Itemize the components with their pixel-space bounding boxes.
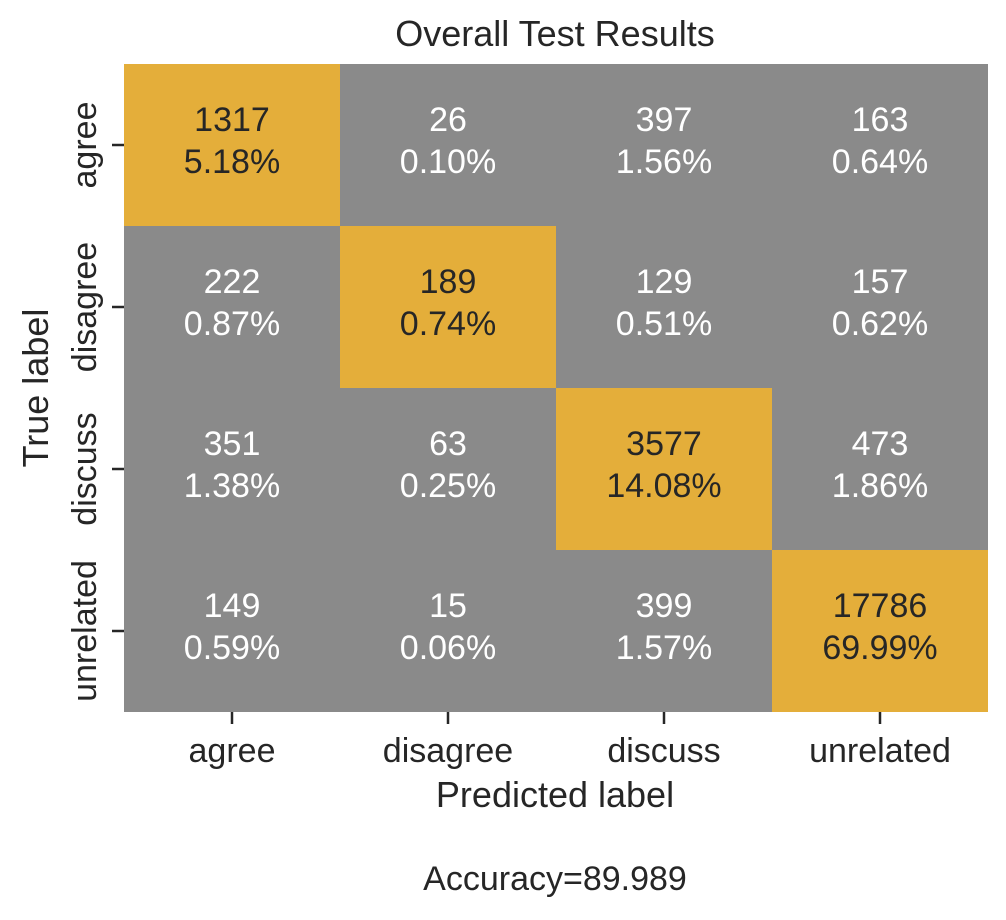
y-axis-ticks: agree disagree discuss unrelated bbox=[66, 102, 124, 702]
cell-count-label: 15 bbox=[429, 587, 467, 625]
y-tick-label: disagree bbox=[66, 242, 104, 372]
cell-percent-label: 1.56% bbox=[616, 143, 712, 181]
cell-percent-label: 0.74% bbox=[400, 305, 496, 343]
cell-count-label: 149 bbox=[204, 587, 261, 625]
cell-count-label: 17786 bbox=[833, 587, 928, 625]
cell-count-label: 351 bbox=[204, 425, 261, 463]
heatmap-cell bbox=[340, 550, 556, 712]
y-tick-label: unrelated bbox=[66, 560, 104, 702]
cell-percent-label: 1.86% bbox=[832, 467, 928, 505]
cell-percent-label: 1.38% bbox=[184, 467, 280, 505]
cell-count-label: 1317 bbox=[194, 101, 270, 139]
heatmap-cell bbox=[772, 226, 988, 388]
x-tick-label: discuss bbox=[607, 732, 720, 770]
cell-percent-label: 14.08% bbox=[606, 467, 721, 505]
heatmap-cell bbox=[340, 64, 556, 226]
heatmap-cell bbox=[124, 64, 340, 226]
heatmap-cell bbox=[772, 550, 988, 712]
accuracy-footer: Accuracy=89.989 bbox=[423, 860, 687, 898]
cell-percent-label: 0.25% bbox=[400, 467, 496, 505]
y-tick-label: discuss bbox=[66, 412, 104, 525]
cell-count-label: 163 bbox=[852, 101, 909, 139]
x-tick-label: agree bbox=[189, 732, 276, 770]
heatmap-cell bbox=[124, 388, 340, 550]
heatmap-cell bbox=[772, 64, 988, 226]
heatmap-cell bbox=[556, 64, 772, 226]
heatmap-cell bbox=[340, 226, 556, 388]
heatmap-cell bbox=[556, 388, 772, 550]
chart-title: Overall Test Results bbox=[395, 13, 714, 54]
heatmap-cell bbox=[340, 388, 556, 550]
cell-count-label: 26 bbox=[429, 101, 467, 139]
x-axis-title: Predicted label bbox=[436, 774, 674, 815]
cell-count-label: 473 bbox=[852, 425, 909, 463]
y-tick-label: agree bbox=[66, 102, 104, 189]
heatmap-cell bbox=[556, 550, 772, 712]
cell-count-label: 222 bbox=[204, 263, 261, 301]
heatmap-cell bbox=[772, 388, 988, 550]
x-tick-label: disagree bbox=[383, 732, 513, 770]
cell-count-label: 63 bbox=[429, 425, 467, 463]
x-axis-ticks: agree disagree discuss unrelated bbox=[189, 712, 951, 770]
cell-percent-label: 0.10% bbox=[400, 143, 496, 181]
cell-percent-label: 69.99% bbox=[822, 629, 937, 667]
cell-percent-label: 0.06% bbox=[400, 629, 496, 667]
cell-count-label: 399 bbox=[636, 587, 693, 625]
cell-count-label: 129 bbox=[636, 263, 693, 301]
heatmap-cell bbox=[124, 226, 340, 388]
x-tick-label: unrelated bbox=[809, 732, 951, 770]
heatmap-cells: 1317 5.18% 26 0.10% 397 1.56% 163 0.64% 222 0.87%… bbox=[124, 64, 988, 712]
cell-count-label: 157 bbox=[852, 263, 909, 301]
cell-percent-label: 5.18% bbox=[184, 143, 280, 181]
heatmap-cell bbox=[556, 226, 772, 388]
cell-percent-label: 0.64% bbox=[832, 143, 928, 181]
cell-percent-label: 0.62% bbox=[832, 305, 928, 343]
cell-percent-label: 1.57% bbox=[616, 629, 712, 667]
cell-count-label: 397 bbox=[636, 101, 693, 139]
cell-percent-label: 0.87% bbox=[184, 305, 280, 343]
heatmap-cell bbox=[124, 550, 340, 712]
cell-count-label: 189 bbox=[420, 263, 477, 301]
cell-percent-label: 0.59% bbox=[184, 629, 280, 667]
cell-count-label: 3577 bbox=[626, 425, 702, 463]
y-axis-title: True label bbox=[15, 309, 56, 468]
cell-percent-label: 0.51% bbox=[616, 305, 712, 343]
